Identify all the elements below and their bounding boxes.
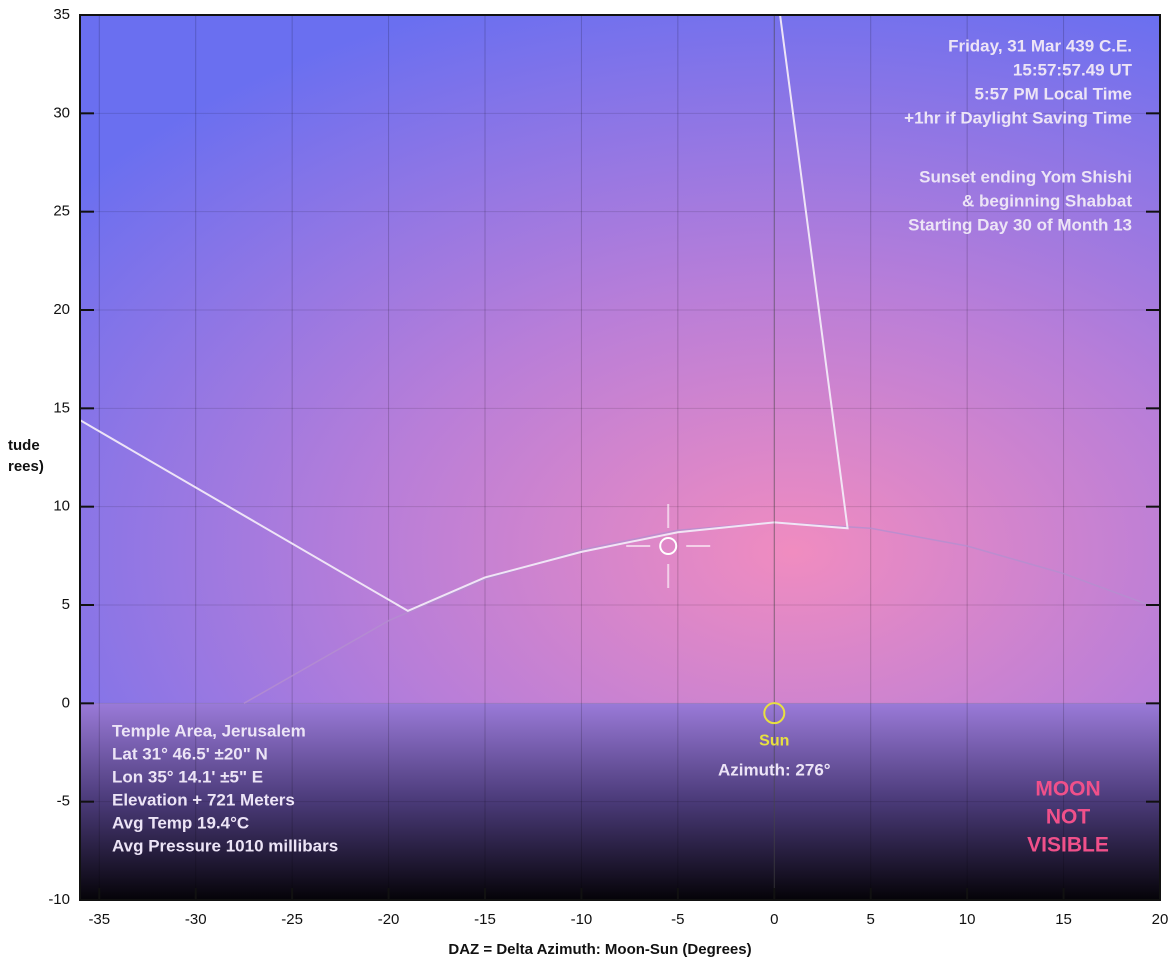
visibility-status: MOON [1035,778,1100,801]
y-axis-label: tude [8,437,40,454]
x-axis-label: DAZ = Delta Azimuth: Moon-Sun (Degrees) [448,941,751,958]
location-info: Avg Temp 19.4°C [112,813,249,832]
y-tick-label: 20 [53,301,70,318]
x-tick-label: 20 [1152,911,1169,928]
event-info: Starting Day 30 of Month 13 [908,215,1132,234]
event-info: & beginning Shabbat [962,191,1132,210]
x-tick-label: 10 [959,911,976,928]
y-tick-label: 5 [62,596,70,613]
x-tick-label: 5 [867,911,875,928]
x-tick-label: -35 [88,911,110,928]
y-tick-label: 25 [53,203,70,220]
sun-azimuth: Azimuth: 276° [718,761,831,780]
x-tick-label: -30 [185,911,207,928]
y-axis-label: rees) [8,458,44,475]
date-info: 5:57 PM Local Time [975,84,1132,103]
x-tick-label: 0 [770,911,778,928]
x-tick-label: 15 [1055,911,1072,928]
y-tick-label: -5 [57,793,70,810]
y-tick-label: 10 [53,498,70,515]
y-tick-label: 35 [53,6,70,23]
location-info: Avg Pressure 1010 millibars [112,836,338,855]
location-info: Temple Area, Jerusalem [112,721,306,740]
visibility-status: VISIBLE [1027,834,1109,857]
date-info: +1hr if Daylight Saving Time [904,108,1132,127]
x-tick-label: -5 [671,911,684,928]
x-tick-label: -20 [378,911,400,928]
y-tick-label: -10 [48,891,70,908]
x-tick-label: -10 [571,911,593,928]
y-tick-label: 30 [53,104,70,121]
location-info: Lon 35° 14.1' ±5" E [112,767,263,786]
location-info: Lat 31° 46.5' ±20" N [112,744,268,763]
event-info: Sunset ending Yom Shishi [919,167,1132,186]
x-tick-label: -15 [474,911,496,928]
location-info: Elevation + 721 Meters [112,790,295,809]
date-info: 15:57:57.49 UT [1013,60,1133,79]
visibility-status: NOT [1046,806,1091,829]
y-tick-label: 15 [53,399,70,416]
chart: Sun Azimuth: 276° DAZ = Delta Azimuth: Mo… [0,0,1172,963]
y-tick-label: 0 [62,694,70,711]
date-info: Friday, 31 Mar 439 C.E. [948,36,1132,55]
x-tick-label: -25 [281,911,303,928]
sun-label: Sun [759,732,789,749]
